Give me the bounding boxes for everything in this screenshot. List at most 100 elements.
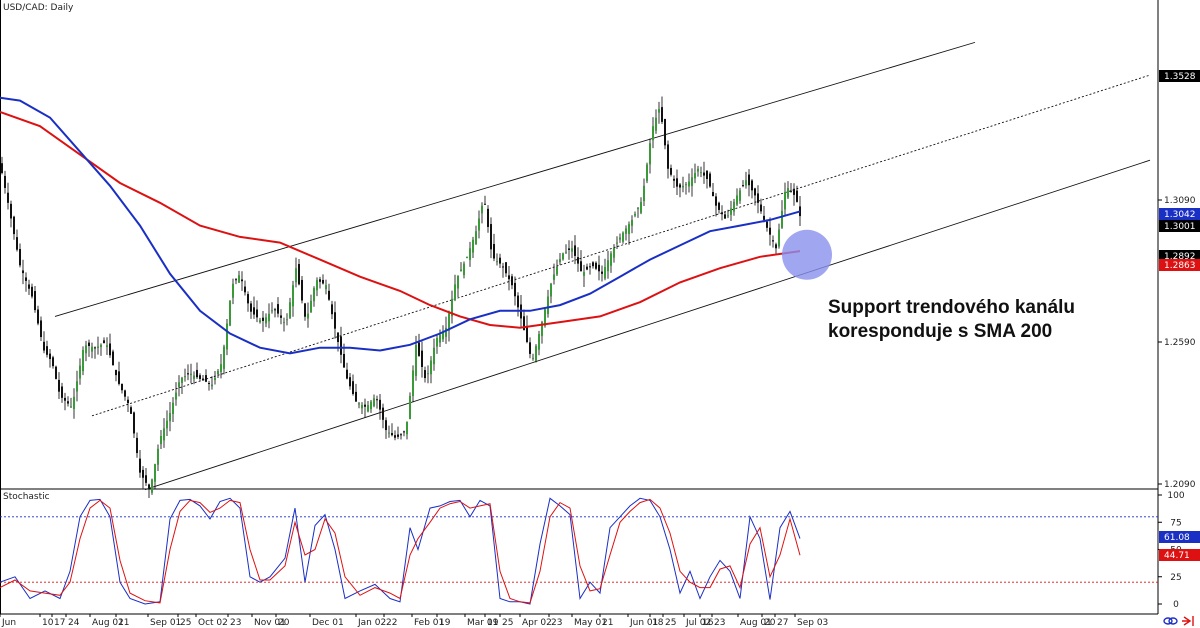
candle-body xyxy=(646,164,648,182)
candle-body xyxy=(790,190,792,192)
candle-body xyxy=(781,210,783,228)
stochastic-title: Stochastic xyxy=(3,492,50,502)
candle-body xyxy=(244,286,246,293)
candle-body xyxy=(208,383,210,385)
time-tick-label: Apr 02 xyxy=(522,618,552,628)
stoch-tick-label: 100 xyxy=(1167,491,1184,501)
candle-body xyxy=(529,342,531,354)
candle-body xyxy=(466,256,468,258)
price-tick-label: 1.2590 xyxy=(1164,338,1196,348)
candle-body xyxy=(556,266,558,275)
link-icon[interactable] xyxy=(1163,617,1178,625)
candle-body xyxy=(532,357,534,359)
candle-body xyxy=(115,369,117,376)
exit-icon[interactable] xyxy=(1182,616,1194,626)
candle-body xyxy=(271,310,273,312)
candle-body xyxy=(460,269,462,272)
price-badge xyxy=(1159,259,1200,271)
candle-body xyxy=(289,302,291,319)
candle-body xyxy=(619,237,621,240)
candle-body xyxy=(34,291,36,311)
moving-averages xyxy=(0,96,801,355)
candle-body xyxy=(607,260,609,272)
candle-body xyxy=(136,437,138,454)
candle-body xyxy=(79,365,81,379)
candle-body xyxy=(121,383,123,391)
candle-body xyxy=(232,283,234,298)
stoch-tick-label: 25 xyxy=(1170,573,1181,583)
candle-body xyxy=(595,262,597,269)
candle-body xyxy=(643,185,645,202)
candle-body xyxy=(148,484,150,488)
candle-body xyxy=(64,397,66,401)
candle-body xyxy=(328,290,330,300)
price-tick-label: 1.3090 xyxy=(1164,196,1196,206)
time-tick-label: 18 xyxy=(652,618,664,628)
candle-body xyxy=(112,351,114,366)
candle-body xyxy=(664,119,666,146)
time-tick-label: 23 xyxy=(230,618,241,628)
candle-body xyxy=(85,345,87,354)
time-tick-label: Mar 01 xyxy=(467,618,498,628)
candle-body xyxy=(772,240,774,242)
price-badge-label: 1.2863 xyxy=(1164,261,1196,271)
candle-body xyxy=(355,391,357,402)
candle-body xyxy=(433,347,435,365)
candle-body xyxy=(46,346,48,355)
candle-body xyxy=(430,360,432,375)
candle-body xyxy=(70,406,72,408)
candle-body xyxy=(523,316,525,331)
sma-line xyxy=(0,111,801,329)
price-badge xyxy=(1159,70,1200,82)
candle-body xyxy=(295,268,297,283)
candle-body xyxy=(337,332,339,342)
candle-body xyxy=(514,282,516,297)
candle-body xyxy=(490,224,492,250)
candle-body xyxy=(193,375,195,379)
time-tick-label: 27 xyxy=(777,618,788,628)
candle-body xyxy=(175,392,177,400)
candle-body xyxy=(268,313,270,322)
candle-body xyxy=(151,479,153,493)
candle-body xyxy=(478,218,480,231)
candle-body xyxy=(712,192,714,197)
candle-body xyxy=(718,202,720,210)
candle-body xyxy=(742,185,744,187)
candle-body xyxy=(310,300,312,313)
candle-body xyxy=(163,428,165,441)
candle-body xyxy=(364,404,366,407)
price-badge-label: 1.2892 xyxy=(1164,252,1196,262)
candle-body xyxy=(436,338,438,347)
candle-body xyxy=(349,377,351,387)
axes: 1.20901.25901.30901007550250Jun101724Aug… xyxy=(0,196,1196,628)
candle-body xyxy=(499,257,501,264)
candle-body xyxy=(724,214,726,219)
candle-body xyxy=(616,242,618,244)
candle-body xyxy=(22,270,24,274)
candle-body xyxy=(730,208,732,215)
candle-body xyxy=(118,371,120,384)
candle-body xyxy=(691,177,693,187)
candle-body xyxy=(52,357,54,367)
candle-body xyxy=(133,412,135,434)
candle-body xyxy=(13,216,15,235)
candle-body xyxy=(706,170,708,179)
stoch-line xyxy=(0,497,801,605)
candle-body xyxy=(373,398,375,407)
candle-body xyxy=(631,219,633,226)
candle-body xyxy=(538,334,540,350)
candle-body xyxy=(127,399,129,404)
candle-body xyxy=(370,401,372,410)
time-tick-label: 20 xyxy=(764,618,776,628)
candle-body xyxy=(247,294,249,304)
candle-body xyxy=(487,208,489,227)
stoch-line xyxy=(0,498,801,604)
candle-body xyxy=(31,286,33,297)
candle-body xyxy=(637,207,639,209)
candle-body xyxy=(343,353,345,368)
price-badge-label: 1.3528 xyxy=(1164,72,1196,82)
candle-body xyxy=(754,188,756,196)
candle-body xyxy=(382,407,384,420)
